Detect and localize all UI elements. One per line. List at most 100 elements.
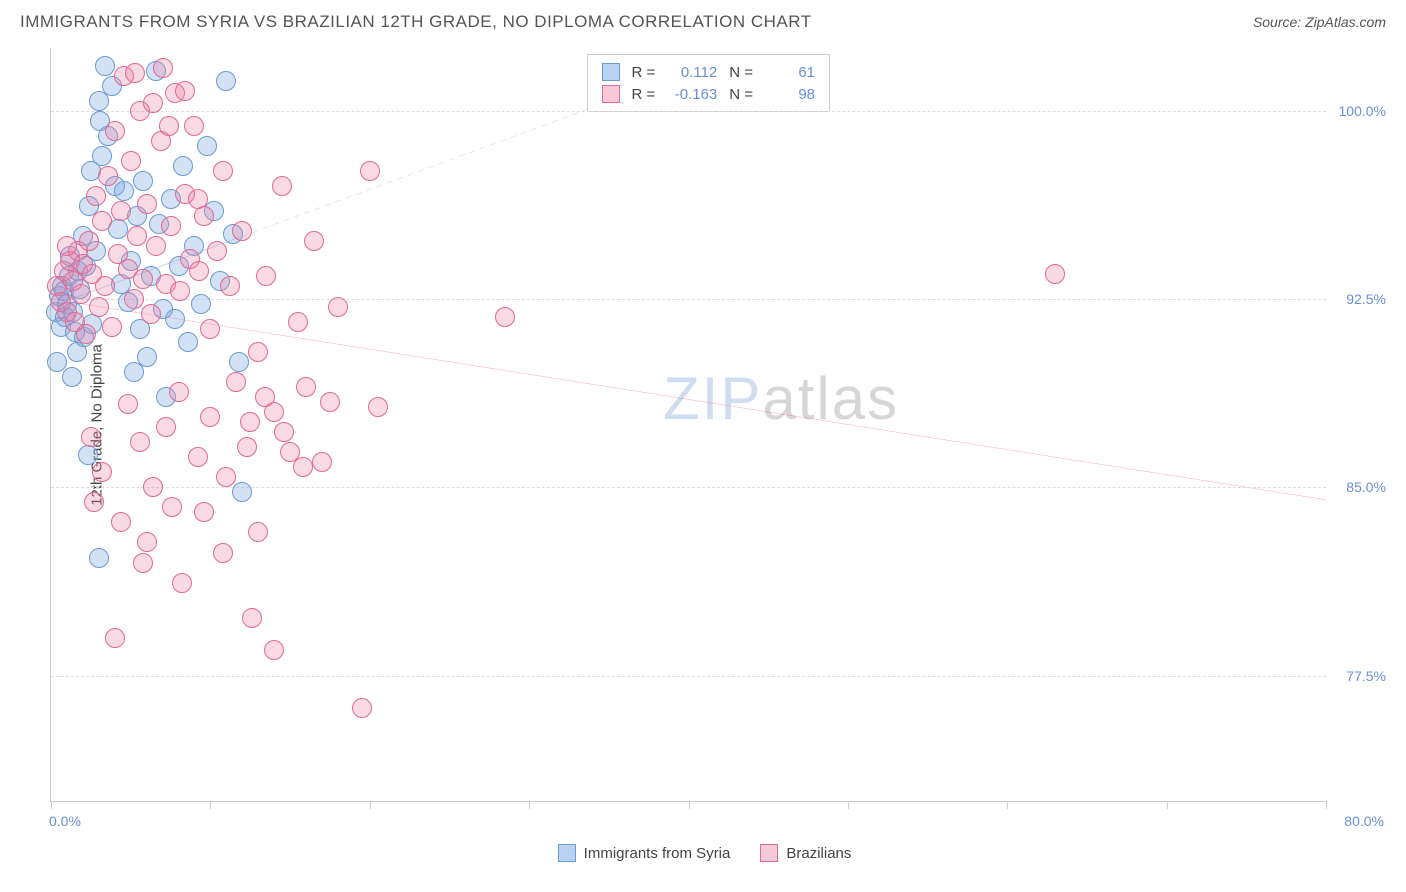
scatter-point-brazil bbox=[133, 269, 153, 289]
legend-label-syria: Immigrants from Syria bbox=[584, 845, 731, 862]
scatter-point-syria bbox=[197, 136, 217, 156]
scatter-point-brazil bbox=[98, 166, 118, 186]
gridline bbox=[51, 111, 1326, 112]
scatter-point-brazil bbox=[213, 543, 233, 563]
watermark: ZIPatlas bbox=[663, 364, 899, 433]
scatter-point-brazil bbox=[137, 194, 157, 214]
scatter-point-brazil bbox=[92, 462, 112, 482]
scatter-point-brazil bbox=[130, 432, 150, 452]
scatter-point-brazil bbox=[312, 452, 332, 472]
scatter-point-brazil bbox=[194, 502, 214, 522]
scatter-point-brazil bbox=[162, 497, 182, 517]
scatter-point-brazil bbox=[296, 377, 316, 397]
scatter-point-brazil bbox=[76, 324, 96, 344]
scatter-point-brazil bbox=[288, 312, 308, 332]
scatter-point-brazil bbox=[1045, 264, 1065, 284]
scatter-point-brazil bbox=[264, 640, 284, 660]
scatter-point-brazil bbox=[172, 573, 192, 593]
stats-row-brazil: R = -0.163 N = 98 bbox=[602, 83, 816, 105]
scatter-point-brazil bbox=[156, 417, 176, 437]
legend-swatch-syria bbox=[558, 844, 576, 862]
r-value-syria: 0.112 bbox=[667, 64, 717, 81]
y-tick-label: 85.0% bbox=[1331, 479, 1386, 495]
scatter-point-brazil bbox=[189, 261, 209, 281]
swatch-brazil bbox=[602, 85, 620, 103]
scatter-point-brazil bbox=[188, 189, 208, 209]
scatter-point-brazil bbox=[127, 226, 147, 246]
x-tick bbox=[1167, 801, 1168, 809]
n-label: N = bbox=[729, 86, 753, 103]
x-tick bbox=[689, 801, 690, 809]
source-label: Source: ZipAtlas.com bbox=[1253, 14, 1386, 30]
scatter-point-syria bbox=[47, 352, 67, 372]
scatter-point-brazil bbox=[368, 397, 388, 417]
scatter-point-brazil bbox=[95, 276, 115, 296]
scatter-point-brazil bbox=[352, 698, 372, 718]
scatter-point-syria bbox=[133, 171, 153, 191]
scatter-point-brazil bbox=[328, 297, 348, 317]
scatter-point-syria bbox=[191, 294, 211, 314]
legend-item-brazil: Brazilians bbox=[760, 844, 851, 862]
scatter-point-brazil bbox=[207, 241, 227, 261]
chart-container: 12th Grade, No Diploma ZIPatlas R = 0.11… bbox=[50, 48, 1386, 832]
gridline bbox=[51, 299, 1326, 300]
scatter-point-brazil bbox=[169, 382, 189, 402]
gridline bbox=[51, 676, 1326, 677]
scatter-point-brazil bbox=[220, 276, 240, 296]
plot-area: 12th Grade, No Diploma ZIPatlas R = 0.11… bbox=[50, 48, 1326, 802]
x-axis-max-label: 80.0% bbox=[1344, 813, 1384, 829]
scatter-point-brazil bbox=[226, 372, 246, 392]
scatter-point-brazil bbox=[111, 512, 131, 532]
scatter-point-brazil bbox=[81, 427, 101, 447]
scatter-point-brazil bbox=[232, 221, 252, 241]
r-label: R = bbox=[632, 64, 656, 81]
scatter-point-brazil bbox=[242, 608, 262, 628]
scatter-point-brazil bbox=[170, 281, 190, 301]
scatter-point-brazil bbox=[159, 116, 179, 136]
scatter-point-brazil bbox=[121, 151, 141, 171]
scatter-point-brazil bbox=[274, 422, 294, 442]
scatter-point-brazil bbox=[133, 553, 153, 573]
scatter-point-brazil bbox=[105, 121, 125, 141]
scatter-point-syria bbox=[178, 332, 198, 352]
scatter-point-brazil bbox=[57, 236, 77, 256]
chart-title: IMMIGRANTS FROM SYRIA VS BRAZILIAN 12TH … bbox=[20, 12, 812, 32]
scatter-point-brazil bbox=[216, 467, 236, 487]
y-tick-label: 77.5% bbox=[1331, 668, 1386, 684]
scatter-point-brazil bbox=[184, 116, 204, 136]
scatter-point-syria bbox=[95, 56, 115, 76]
scatter-point-syria bbox=[114, 181, 134, 201]
scatter-point-brazil bbox=[255, 387, 275, 407]
x-tick bbox=[1007, 801, 1008, 809]
scatter-point-brazil bbox=[293, 457, 313, 477]
legend-bottom: Immigrants from Syria Brazilians bbox=[558, 844, 852, 862]
scatter-point-brazil bbox=[143, 477, 163, 497]
n-label: N = bbox=[729, 64, 753, 81]
r-label: R = bbox=[632, 86, 656, 103]
x-tick bbox=[51, 801, 52, 809]
scatter-point-brazil bbox=[71, 284, 91, 304]
scatter-point-brazil bbox=[153, 58, 173, 78]
r-value-brazil: -0.163 bbox=[667, 86, 717, 103]
stats-legend: R = 0.112 N = 61 R = -0.163 N = 98 bbox=[587, 54, 831, 112]
scatter-point-syria bbox=[78, 445, 98, 465]
scatter-point-brazil bbox=[188, 447, 208, 467]
scatter-point-brazil bbox=[92, 211, 112, 231]
scatter-point-brazil bbox=[240, 412, 260, 432]
watermark-zip: ZIP bbox=[663, 365, 762, 432]
scatter-point-brazil bbox=[256, 266, 276, 286]
scatter-point-syria bbox=[232, 482, 252, 502]
scatter-point-brazil bbox=[360, 161, 380, 181]
y-tick-label: 92.5% bbox=[1331, 291, 1386, 307]
scatter-point-brazil bbox=[84, 492, 104, 512]
scatter-point-brazil bbox=[79, 231, 99, 251]
scatter-point-brazil bbox=[248, 522, 268, 542]
scatter-point-brazil bbox=[125, 63, 145, 83]
scatter-point-brazil bbox=[200, 319, 220, 339]
x-tick bbox=[370, 801, 371, 809]
scatter-point-brazil bbox=[141, 304, 161, 324]
scatter-point-brazil bbox=[200, 407, 220, 427]
x-tick bbox=[210, 801, 211, 809]
scatter-point-brazil bbox=[237, 437, 257, 457]
scatter-point-brazil bbox=[248, 342, 268, 362]
